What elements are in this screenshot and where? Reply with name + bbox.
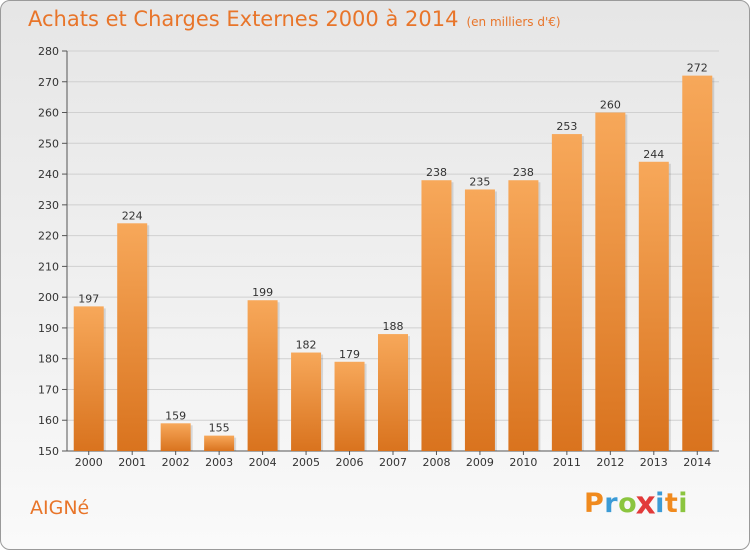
x-tick-label: 2000 [75,456,103,469]
bar-value-label: 260 [600,99,621,112]
bar [551,134,582,452]
bar [638,161,669,451]
bar [291,352,322,451]
bar-value-label: 155 [209,422,230,435]
y-tick-label: 230 [38,199,59,212]
bar [117,223,148,451]
y-tick-label: 210 [38,260,59,273]
x-tick-label: 2014 [683,456,711,469]
x-tick-label: 2003 [205,456,233,469]
x-tick-label: 2004 [249,456,277,469]
bar-value-label: 253 [556,120,577,133]
x-tick-label: 2002 [162,456,190,469]
y-tick-label: 240 [38,168,59,181]
y-tick-label: 280 [38,45,59,58]
chart-subtitle: (en milliers d'€) [466,15,561,29]
bar [378,334,408,451]
x-tick-labels: 2000 2001 2002 2003 2004 2005 2006 2007 2008 2009… [75,451,711,469]
bar-value-label: 188 [383,320,404,333]
logo-letter: i [678,488,689,519]
bar-value-label: 159 [165,409,186,422]
logo-letter: i [655,488,665,519]
bar-value-label: 238 [513,166,534,179]
bar [595,112,626,452]
chart-title-text: Achats et Charges Externes 2000 à 2014 [28,7,459,31]
value-labels: 197 224 159 155 199 182 179 188 238 235 238 253 260 2… [78,62,708,435]
x-tick-label: 2001 [118,456,146,469]
y-tick-label: 260 [38,107,59,120]
y-tick-label: 160 [38,414,59,427]
y-tick-label: 270 [38,76,59,89]
y-tick-label: 190 [38,322,59,335]
logo-letter: x [635,485,657,522]
y-tick-label: 200 [38,291,59,304]
logo-letter: o [618,488,638,519]
bar-value-label: 199 [252,286,273,299]
bar [73,306,104,451]
y-tick-label: 180 [38,353,59,366]
bar [334,361,365,451]
bar-value-label: 235 [469,175,490,188]
bar-value-label: 272 [687,62,708,75]
bar [204,435,235,451]
x-tick-label: 2008 [422,456,450,469]
bar [464,189,495,451]
x-tick-label: 2006 [336,456,364,469]
logo-letter: t [664,488,679,519]
logo-letter: P [584,488,605,519]
chart-title: Achats et Charges Externes 2000 à 2014 (e… [28,7,561,31]
bars [73,75,715,452]
bar [682,75,713,451]
bar [421,180,452,451]
bar-value-label: 224 [122,209,143,222]
x-tick-label: 2005 [292,456,320,469]
bar-chart: 197 224 159 155 199 182 179 188 238 235 238 253 260 2… [38,45,719,469]
bar [508,180,539,451]
bar-value-label: 197 [78,292,99,305]
bar-value-label: 238 [426,166,447,179]
bar [247,300,278,451]
proxiti-logo[interactable]: Proxiti [584,485,689,522]
x-tick-label: 2010 [509,456,537,469]
town-name: AIGNé [30,497,90,519]
y-tick-labels: 150 160 170 180 190 200 210 220 230 240 250 260 270 2… [38,45,59,458]
x-tick-label: 2011 [553,456,581,469]
bar-value-label: 179 [339,348,360,361]
x-tick-label: 2012 [596,456,624,469]
y-tick-label: 170 [38,383,59,396]
y-tick-label: 250 [38,137,59,150]
x-tick-label: 2013 [640,456,668,469]
bar [160,423,191,451]
x-tick-label: 2009 [466,456,494,469]
x-tick-label: 2007 [379,456,407,469]
bar-value-label: 244 [643,148,664,161]
y-tick-label: 220 [38,230,59,243]
logo-letter: r [604,488,619,519]
y-tick-label: 150 [38,445,59,458]
bar-value-label: 182 [296,339,317,352]
